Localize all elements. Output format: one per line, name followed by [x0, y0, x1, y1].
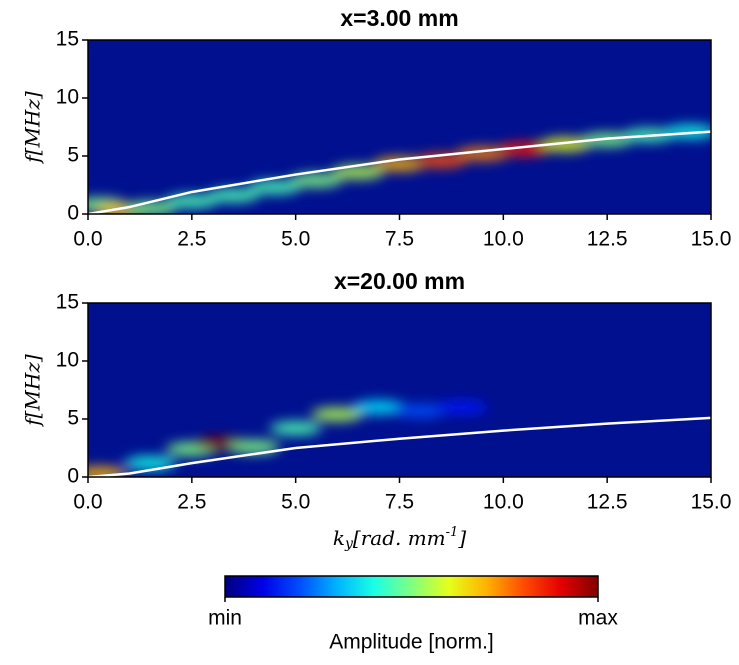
y-tick-label: 10 [56, 86, 79, 109]
intensity-blob [165, 194, 218, 209]
intensity-blob [352, 400, 405, 415]
x-tick-label: 15.0 [691, 228, 732, 251]
heatmap-blobs [88, 400, 488, 477]
colorbar-label: Amplitude [norm.] [329, 631, 494, 654]
y-axis-label: f[MHz] [21, 354, 45, 428]
y-tick-label: 10 [56, 349, 79, 372]
x-tick-label: 7.5 [385, 491, 414, 514]
intensity-blob [311, 407, 364, 422]
x-tick-label: 2.5 [177, 228, 206, 251]
panel-title: x=20.00 mm [334, 268, 465, 294]
dispersion-curve [88, 130, 711, 214]
x-tick-label: 12.5 [587, 228, 628, 251]
x-tick-label: 10.0 [483, 228, 524, 251]
intensity-blob [207, 188, 260, 203]
y-tick-label: 15 [56, 291, 79, 314]
y-axis-label: f[MHz] [21, 91, 45, 165]
colorbar-tick-label: min [208, 607, 242, 630]
x-axis-label-part: [rad. mm [353, 526, 446, 550]
y-tick-label: 0 [67, 465, 79, 488]
x-axis-label: ky[rad. mm-1] [333, 525, 466, 553]
x-tick-label: 5.0 [281, 228, 310, 251]
panel-title: x=3.00 mm [340, 5, 458, 31]
intensity-blob [290, 173, 343, 188]
colorbar-tick-label: max [578, 607, 618, 630]
x-tick-label: 7.5 [385, 228, 414, 251]
y-tick-label: 0 [67, 202, 79, 225]
heatmap [88, 400, 711, 477]
dispersion-curve [88, 416, 711, 477]
x-axis-label-part: ] [457, 526, 466, 550]
intensity-blob [435, 400, 488, 415]
x-tick-label: 0.0 [73, 491, 102, 514]
intensity-blob [248, 180, 301, 195]
intensity-blob [228, 439, 281, 454]
heatmap [88, 124, 711, 214]
intensity-blob [269, 421, 322, 436]
intensity-blob [331, 165, 384, 180]
x-tick-label: 10.0 [483, 491, 524, 514]
colorbar [224, 575, 599, 598]
x-axis-label-part: y [344, 536, 354, 552]
x-axis-label-part: -1 [446, 525, 459, 540]
x-tick-label: 5.0 [281, 491, 310, 514]
x-tick-label: 12.5 [587, 491, 628, 514]
x-tick-label: 0.0 [73, 228, 102, 251]
x-tick-label: 15.0 [691, 491, 732, 514]
intensity-blob [394, 403, 447, 418]
y-tick-label: 15 [56, 28, 79, 51]
y-tick-label: 5 [67, 407, 79, 430]
x-tick-label: 2.5 [177, 491, 206, 514]
x-axis-label-part: k [333, 526, 345, 550]
intensity-blob [124, 456, 177, 471]
y-tick-label: 5 [67, 144, 79, 167]
heatmap-background [88, 40, 711, 214]
